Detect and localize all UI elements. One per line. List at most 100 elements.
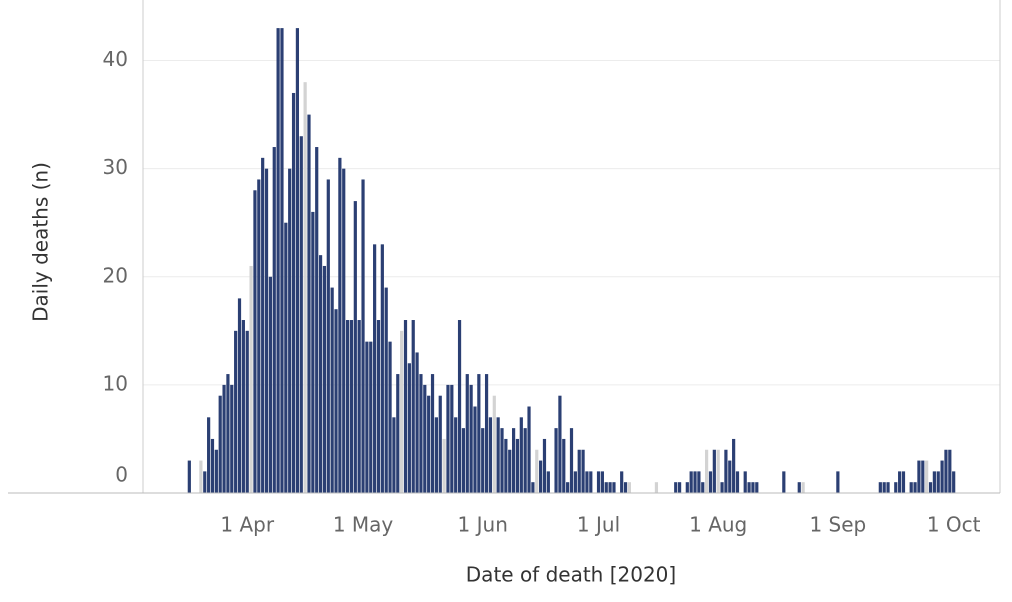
bar — [307, 114, 311, 493]
bar — [280, 28, 284, 493]
bar — [392, 417, 396, 493]
bar — [430, 374, 435, 493]
bar — [519, 417, 523, 493]
bar — [214, 449, 218, 493]
x-tick-label: 1 May — [333, 513, 394, 537]
bar — [207, 417, 211, 493]
bar — [562, 438, 566, 493]
bar — [403, 320, 408, 493]
bar — [751, 482, 755, 493]
bar — [936, 471, 940, 493]
bar — [388, 341, 392, 493]
bar — [245, 330, 249, 493]
bar — [581, 449, 585, 493]
bar — [473, 406, 477, 493]
bar — [315, 147, 319, 493]
bar — [732, 438, 736, 493]
bar — [469, 384, 473, 493]
y-axis-label: Daily deaths (n) — [29, 162, 53, 322]
bar — [442, 438, 446, 493]
y-tick-label: 0 — [115, 463, 128, 487]
bar — [357, 320, 361, 493]
bar — [531, 482, 535, 493]
bar — [454, 417, 458, 493]
bar — [334, 309, 338, 493]
bar — [677, 482, 682, 493]
bar — [573, 471, 577, 493]
bar — [539, 460, 543, 493]
bar — [504, 438, 508, 493]
bar — [234, 330, 238, 493]
bar — [948, 449, 952, 493]
bar — [612, 482, 616, 493]
bar — [419, 374, 423, 493]
bar — [237, 298, 242, 493]
bar — [365, 341, 369, 493]
bar — [542, 438, 547, 493]
bar — [604, 482, 608, 493]
bar — [705, 449, 709, 493]
bar — [755, 482, 759, 493]
bar — [423, 384, 427, 493]
bar — [268, 276, 272, 493]
bar — [199, 460, 203, 493]
bar — [369, 341, 373, 493]
x-tick-label: 1 Aug — [689, 513, 747, 537]
bar — [674, 482, 678, 493]
bar — [932, 471, 936, 493]
bar — [230, 384, 234, 493]
bar — [500, 428, 504, 493]
bar — [264, 168, 269, 493]
y-tick-label: 10 — [103, 371, 128, 395]
bar — [940, 460, 944, 493]
bar — [291, 92, 296, 493]
bar — [481, 428, 485, 493]
bar — [218, 395, 222, 493]
bar — [585, 471, 589, 493]
bar — [801, 482, 805, 493]
y-tick-label: 20 — [103, 263, 128, 287]
bar — [427, 395, 431, 493]
bar — [249, 265, 253, 493]
bar — [627, 482, 632, 493]
bar — [257, 179, 261, 493]
bar — [349, 320, 354, 493]
bar — [338, 157, 342, 493]
bar — [944, 449, 948, 493]
bar — [438, 395, 442, 493]
bar — [226, 374, 230, 493]
bar — [511, 428, 516, 493]
bar — [925, 460, 929, 493]
bar — [747, 482, 751, 493]
bar — [461, 428, 466, 493]
bar — [508, 449, 512, 493]
bar — [782, 471, 786, 493]
bar — [577, 449, 581, 493]
bar — [345, 320, 350, 493]
bar — [797, 482, 801, 493]
bar — [898, 471, 902, 493]
bar — [361, 179, 365, 493]
bar — [311, 211, 315, 493]
bar — [400, 330, 404, 493]
bar — [330, 287, 334, 493]
bar — [342, 168, 346, 493]
bar — [299, 136, 303, 493]
bar — [210, 438, 215, 493]
x-tick-label: 1 Apr — [220, 513, 274, 537]
bar — [434, 417, 438, 493]
bar — [596, 471, 601, 493]
bar — [928, 482, 933, 493]
bar — [477, 374, 481, 493]
bar — [288, 168, 292, 493]
bar — [685, 482, 689, 493]
bar — [407, 363, 411, 493]
bar — [535, 449, 539, 493]
x-axis-label: Date of death [2020] — [466, 563, 676, 587]
bar — [913, 482, 917, 493]
bar — [515, 438, 520, 493]
bar — [326, 179, 330, 493]
bar — [952, 471, 956, 493]
x-tick-label: 1 Sep — [809, 513, 866, 537]
bar — [396, 374, 400, 493]
